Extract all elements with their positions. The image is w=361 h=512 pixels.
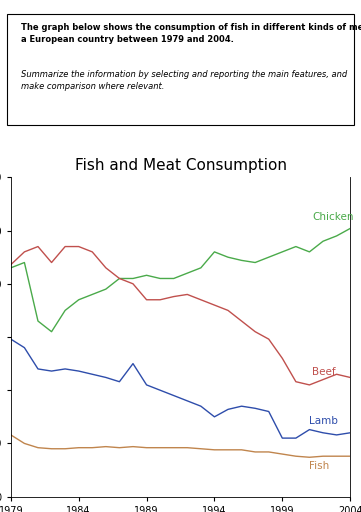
Text: Fish: Fish: [309, 461, 330, 471]
Title: Fish and Meat Consumption: Fish and Meat Consumption: [74, 158, 287, 174]
Text: Chicken: Chicken: [312, 212, 354, 222]
Text: Summarize the information by selecting and reporting the main features, and
make: Summarize the information by selecting a…: [21, 70, 347, 91]
Text: Lamb: Lamb: [309, 416, 338, 426]
Text: The graph below shows the consumption of fish in different kinds of meat in
a Eu: The graph below shows the consumption of…: [21, 23, 361, 44]
FancyBboxPatch shape: [8, 14, 353, 125]
Text: Beef: Beef: [312, 368, 336, 377]
